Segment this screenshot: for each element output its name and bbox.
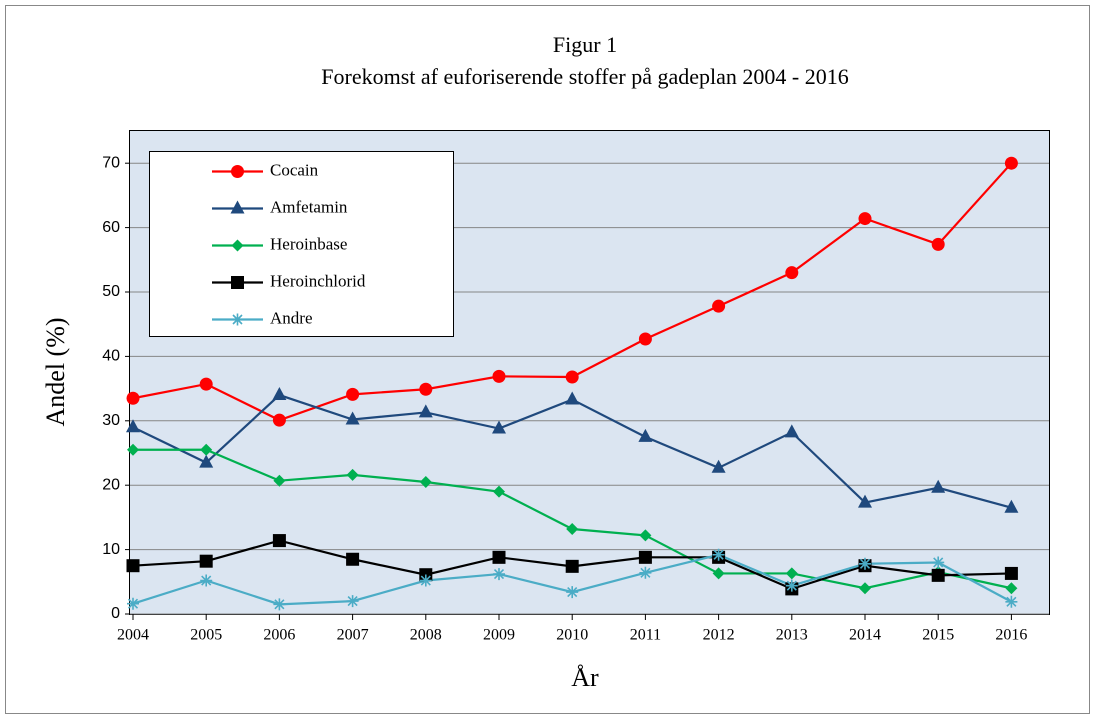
data-point: [931, 237, 945, 251]
data-point: [859, 557, 871, 570]
data-point: [199, 554, 213, 568]
data-point: [931, 568, 945, 582]
data-point: [566, 522, 579, 535]
chart-subtitle: Forekomst af euforiserende stoffer på ga…: [321, 64, 848, 89]
data-point: [346, 595, 359, 608]
data-point: [127, 443, 139, 456]
data-point: [346, 552, 360, 566]
data-point: [1004, 499, 1019, 513]
data-point: [858, 212, 872, 226]
data-point: [346, 468, 359, 481]
legend-marker: [231, 165, 244, 178]
data-point: [126, 391, 140, 405]
data-point: [1004, 156, 1018, 170]
legend-label: Amfetamin: [270, 197, 348, 216]
data-point: [273, 474, 286, 487]
data-point: [127, 597, 139, 610]
data-point: [199, 377, 213, 391]
data-point: [272, 534, 286, 548]
data-point: [638, 332, 652, 346]
data-point: [638, 550, 652, 564]
data-point: [493, 568, 505, 581]
data-point: [639, 529, 652, 542]
legend-marker: [230, 200, 245, 214]
data-point: [711, 459, 726, 473]
legend-label: Heroinchlorid: [270, 271, 366, 290]
data-point: [492, 550, 506, 564]
data-point: [858, 494, 872, 508]
y-tick-label: 60: [102, 219, 120, 236]
x-tick-label: 2005: [190, 627, 222, 644]
x-tick-label: 2014: [849, 627, 881, 644]
data-point: [492, 369, 506, 383]
legend-marker: [231, 313, 244, 326]
legend-marker: [231, 239, 244, 252]
y-tick-label: 40: [102, 348, 120, 365]
data-point: [932, 556, 945, 569]
legend-box: [149, 151, 454, 337]
y-tick-label: 70: [102, 154, 120, 171]
data-point: [785, 579, 798, 592]
data-point: [931, 479, 946, 493]
y-tick-label: 10: [102, 541, 120, 558]
x-tick-label: 2016: [995, 627, 1027, 644]
data-point: [859, 582, 871, 595]
data-point: [419, 574, 432, 587]
data-point: [565, 559, 579, 573]
data-point: [493, 485, 505, 498]
data-point: [273, 598, 286, 611]
data-point: [565, 370, 579, 384]
x-tick-label: 2004: [117, 627, 149, 644]
y-tick-label: 20: [102, 476, 120, 493]
data-point: [199, 454, 214, 468]
data-point: [200, 574, 213, 587]
x-tick-label: 2015: [922, 627, 954, 644]
x-tick-label: 2007: [337, 627, 369, 644]
data-point: [785, 567, 798, 580]
legend-label: Heroinbase: [270, 234, 347, 253]
data-point: [492, 420, 506, 434]
data-point: [1005, 582, 1018, 595]
data-point: [565, 391, 580, 405]
x-tick-label: 2008: [410, 627, 442, 644]
y-axis-label: Andel (%): [41, 317, 70, 426]
legend-label: Andre: [270, 308, 312, 327]
data-point: [638, 428, 653, 442]
chart-title: Figur 1: [553, 32, 617, 57]
data-point: [712, 567, 725, 580]
x-tick-label: 2010: [556, 627, 588, 644]
data-point: [566, 586, 579, 599]
y-tick-label: 50: [102, 283, 120, 300]
legend-label: Cocain: [270, 160, 319, 179]
x-tick-label: 2006: [263, 627, 295, 644]
x-tick-label: 2013: [776, 627, 808, 644]
data-point: [126, 559, 140, 573]
data-point: [1004, 566, 1018, 580]
data-point: [272, 387, 287, 401]
legend-marker: [231, 276, 244, 289]
data-point: [200, 443, 213, 456]
data-point: [712, 548, 725, 561]
data-point: [785, 266, 799, 280]
x-axis-label: År: [571, 663, 599, 692]
data-point: [639, 566, 652, 579]
data-point: [346, 387, 360, 401]
data-point: [784, 424, 799, 438]
x-tick-label: 2009: [483, 627, 515, 644]
y-tick-label: 30: [102, 412, 120, 429]
y-tick-label: 0: [111, 605, 120, 622]
data-point: [419, 475, 432, 488]
x-tick-label: 2012: [703, 627, 735, 644]
x-tick-label: 2011: [630, 627, 661, 644]
data-point: [712, 299, 726, 313]
data-point: [345, 411, 360, 425]
data-point: [1005, 595, 1018, 608]
data-point: [418, 404, 433, 418]
data-point: [272, 413, 286, 427]
data-point: [126, 419, 140, 433]
data-point: [419, 382, 433, 396]
